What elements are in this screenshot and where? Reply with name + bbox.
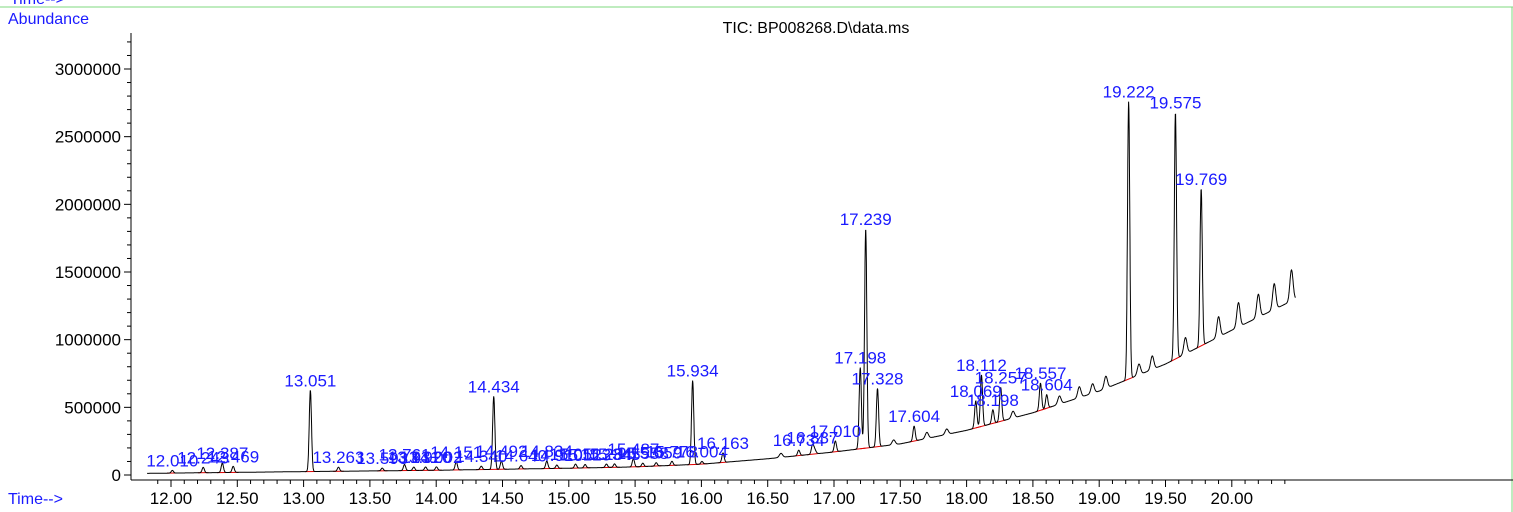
peak-label: 12.243: [177, 448, 229, 467]
y-tick-label: 2500000: [55, 128, 121, 147]
peak-label: 16.004: [676, 442, 728, 461]
peak-label: 15.934: [667, 362, 719, 381]
peak-label: 14.340: [455, 447, 507, 466]
peak-label: 18.557: [1014, 364, 1066, 383]
peak-label: 15.659: [630, 444, 682, 463]
x-tick-label: 18.00: [945, 489, 988, 508]
y-tick-label: 1500000: [55, 263, 121, 282]
peak-label: 15.487: [607, 440, 659, 459]
peak-label: 15.778: [646, 442, 698, 461]
chart-title: TIC: BP008268.D\data.ms: [723, 20, 910, 37]
header-time-fragment: Time-->: [10, 0, 65, 8]
peak-label: 13.263: [312, 448, 364, 467]
peak-label: 15.345: [589, 445, 641, 464]
peak-label: 14.640: [495, 447, 547, 466]
peak-label: 15.284: [580, 445, 632, 464]
peak-label: 14.492: [475, 442, 527, 461]
x-axis-ticks: 12.00 12.50 13.00 13.50 14.00 14.50 15.00 15.50…: [150, 480, 1286, 508]
peak-label: 13.051: [284, 371, 336, 390]
peak-baseline-segment: [1123, 376, 1135, 382]
x-tick-label: 19.50: [1144, 489, 1187, 508]
peak-label: 18.257: [975, 368, 1027, 387]
y-tick-label: 0: [112, 466, 121, 485]
x-tick-label: 12.50: [216, 489, 259, 508]
peak-label: 13.831: [388, 448, 440, 467]
peak-label: 16.163: [697, 434, 749, 453]
peak-baseline-segment: [860, 446, 872, 450]
y-tick-label: 2000000: [55, 195, 121, 214]
peak-label: 17.328: [851, 369, 903, 388]
x-tick-label: 18.50: [1012, 489, 1055, 508]
y-tick-label: 1000000: [55, 331, 121, 350]
peak-label: 14.151: [430, 443, 482, 462]
x-tick-label: 13.50: [349, 489, 392, 508]
y-tick-label: 3000000: [55, 60, 121, 79]
peak-label: 18.069: [950, 382, 1002, 401]
tic-trace-line: [147, 101, 1296, 474]
peak-label: 12.469: [207, 447, 259, 466]
peak-label: 15.051: [550, 445, 602, 464]
x-tick-label: 13.00: [282, 489, 325, 508]
x-tick-label: 17.50: [879, 489, 922, 508]
peak-label: 18.112: [956, 356, 1007, 375]
peak-label: 18.198: [967, 391, 1019, 410]
x-tick-label: 14.50: [481, 489, 524, 508]
x-tick-label: 15.50: [614, 489, 657, 508]
x-tick-label: 20.00: [1211, 489, 1254, 508]
peak-baseline-segment: [1169, 355, 1181, 363]
peak-label: 19.222: [1103, 83, 1155, 102]
x-tick-label: 16.50: [746, 489, 789, 508]
peak-label: 18.604: [1021, 376, 1073, 395]
x-tick-label: 14.00: [415, 489, 458, 508]
x-tick-label: 16.00: [680, 489, 723, 508]
y-axis-label: Abundance: [8, 11, 89, 28]
x-tick-label: 17.00: [813, 489, 856, 508]
peak-label: 14.002: [410, 448, 462, 467]
peak-label: 16.734: [773, 431, 825, 450]
peak-label: 13.593: [356, 449, 408, 468]
peak-label: 13.761: [379, 445, 431, 464]
peak-label: 12.010: [146, 451, 198, 470]
peak-label: 12.387: [196, 444, 248, 463]
peak-label: 15.558: [617, 444, 669, 463]
peak-label: 17.010: [809, 422, 861, 441]
peak-label: 19.575: [1149, 94, 1201, 113]
x-tick-label: 12.00: [150, 489, 193, 508]
peak-label: 14.834: [521, 442, 573, 461]
peak-label: 13.920: [400, 448, 452, 467]
peak-label: 17.198: [834, 349, 886, 368]
peak-label: 14.910: [531, 446, 583, 465]
x-tick-label: 19.00: [1078, 489, 1121, 508]
y-tick-label: 500000: [64, 398, 121, 417]
peak-label: 14.434: [468, 377, 520, 396]
y-axis-ticks: 0 500000 1000000 1500000 2000000 2500000 30000…: [55, 41, 131, 485]
x-axis-label: Time-->: [8, 491, 63, 508]
peak-label: 19.769: [1175, 170, 1227, 189]
peak-label: 17.239: [840, 210, 892, 229]
peak-label: 15.123: [559, 446, 611, 465]
x-tick-label: 15.00: [548, 489, 591, 508]
peak-label: 16.837: [786, 428, 838, 447]
peak-label: 17.604: [888, 407, 940, 426]
